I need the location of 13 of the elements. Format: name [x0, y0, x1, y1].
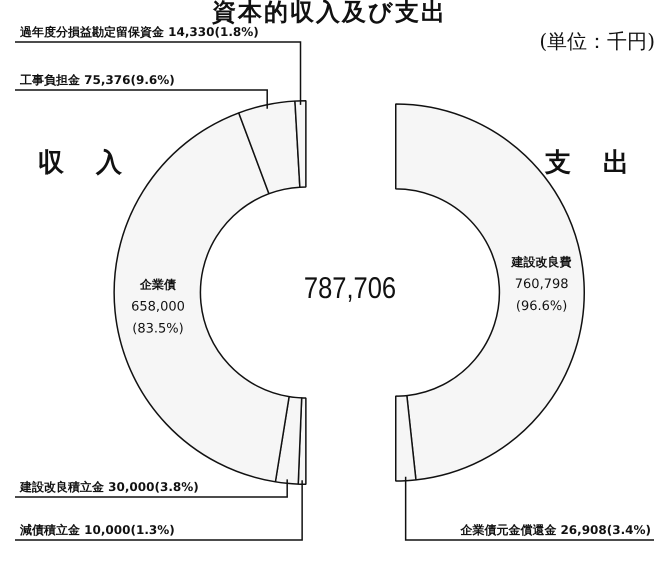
text: 787,706: [302, 272, 398, 306]
slice-label: 企業債元金償還金 26,908(3.4%): [459, 523, 651, 537]
slice-label: 工事負担金 75,376(9.6%): [19, 73, 175, 87]
slice-label: 建設改良積立金 30,000(3.8%): [19, 480, 199, 494]
text: 支出: [545, 147, 659, 180]
slice-label: 過年度分損益勘定留保資金 14,330(1.8%): [19, 25, 259, 39]
data-label: 658,000(83.5%): [131, 300, 185, 337]
text: (単位：千円): [539, 28, 655, 55]
slice-label: 減債積立金 10,000(1.3%): [19, 523, 175, 537]
data-label: 760,798(96.6%): [514, 277, 569, 314]
slice-label: 企業債: [139, 277, 176, 292]
slice-label: 建設改良費: [510, 254, 572, 269]
text: 収入: [38, 147, 154, 180]
